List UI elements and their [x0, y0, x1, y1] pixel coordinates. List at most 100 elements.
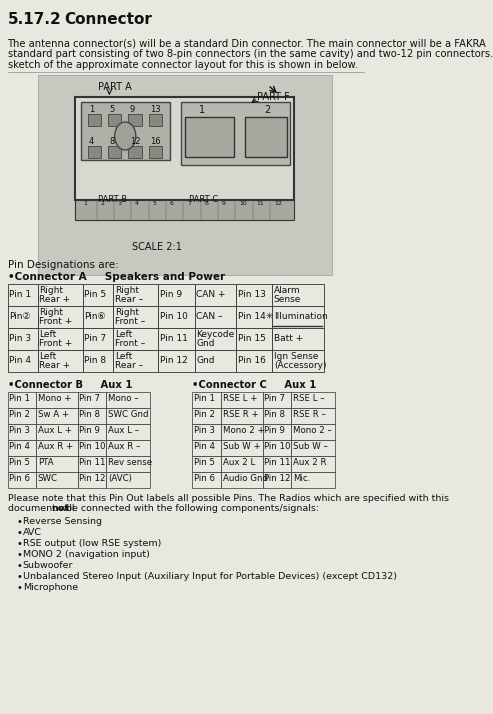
Bar: [236, 350, 272, 372]
Text: Mono 2 –: Mono 2 –: [293, 426, 332, 435]
Text: Rear +: Rear +: [39, 295, 70, 304]
Bar: [192, 440, 221, 456]
Text: Keycode: Keycode: [196, 330, 234, 339]
Bar: [192, 424, 221, 440]
Bar: [7, 306, 38, 328]
Text: (AVC): (AVC): [108, 474, 132, 483]
Text: Microphone: Microphone: [23, 583, 78, 592]
Bar: [291, 440, 335, 456]
Bar: [106, 440, 150, 456]
Text: Pin 8: Pin 8: [84, 356, 106, 365]
Text: Right: Right: [39, 286, 63, 295]
Bar: [128, 114, 142, 126]
Bar: [83, 306, 113, 328]
Text: Rear +: Rear +: [39, 361, 70, 370]
Bar: [78, 472, 106, 488]
Text: sketch of the approximate connector layout for this is shown in below.: sketch of the approximate connector layo…: [7, 60, 357, 70]
Text: •Connector B     Aux 1: •Connector B Aux 1: [7, 380, 132, 390]
Bar: [236, 306, 272, 328]
Text: 1: 1: [199, 105, 205, 115]
Text: Pin⑥: Pin⑥: [84, 312, 106, 321]
Text: 5.17.2: 5.17.2: [7, 12, 61, 27]
Text: Aux L –: Aux L –: [108, 426, 139, 435]
Text: standard part consisting of two 8-pin connectors (in the same cavity) and two-12: standard part consisting of two 8-pin co…: [7, 49, 493, 59]
Text: •: •: [17, 539, 23, 549]
Text: 9: 9: [130, 105, 135, 114]
Bar: [263, 408, 291, 424]
Bar: [245, 117, 287, 157]
Bar: [78, 440, 106, 456]
Bar: [108, 114, 121, 126]
Bar: [88, 114, 101, 126]
Text: Pin 14✳: Pin 14✳: [238, 312, 273, 321]
Bar: [106, 456, 150, 472]
Text: Left: Left: [39, 352, 57, 361]
Text: CAN +: CAN +: [196, 290, 226, 299]
Bar: [38, 350, 83, 372]
Text: Front –: Front –: [115, 339, 145, 348]
Text: Pin 9: Pin 9: [264, 426, 285, 435]
Text: MONO 2 (navigation input): MONO 2 (navigation input): [23, 550, 149, 559]
Bar: [7, 284, 38, 306]
Bar: [113, 284, 158, 306]
Text: Pin 8: Pin 8: [264, 410, 285, 419]
Text: 8: 8: [109, 137, 115, 146]
Text: 5: 5: [109, 105, 115, 114]
Bar: [192, 472, 221, 488]
Bar: [158, 284, 195, 306]
Bar: [263, 440, 291, 456]
Bar: [88, 146, 101, 158]
Text: Mono +: Mono +: [38, 394, 71, 403]
Bar: [158, 328, 195, 350]
Text: PART C: PART C: [189, 195, 218, 204]
Text: SCALE 2:1: SCALE 2:1: [132, 242, 182, 252]
Bar: [7, 424, 36, 440]
Text: 4: 4: [89, 137, 94, 146]
Bar: [158, 306, 195, 328]
Bar: [36, 408, 78, 424]
Text: Connector: Connector: [64, 12, 152, 27]
Text: be connected with the following components/signals:: be connected with the following componen…: [64, 504, 319, 513]
Text: Sw A +: Sw A +: [38, 410, 69, 419]
Text: Pin 6: Pin 6: [194, 474, 215, 483]
Text: Pin 5: Pin 5: [194, 458, 215, 467]
Bar: [75, 97, 294, 200]
Text: Pin 11: Pin 11: [264, 458, 290, 467]
Bar: [38, 75, 332, 275]
Circle shape: [115, 122, 136, 150]
Text: Mic.: Mic.: [293, 474, 310, 483]
Text: Aux 2 L: Aux 2 L: [222, 458, 255, 467]
Bar: [291, 408, 335, 424]
Text: PTA: PTA: [38, 458, 53, 467]
Text: Rear –: Rear –: [115, 361, 143, 370]
Bar: [291, 456, 335, 472]
Bar: [236, 328, 272, 350]
Text: Alarm: Alarm: [274, 286, 301, 295]
Text: 11: 11: [256, 201, 264, 206]
Bar: [36, 456, 78, 472]
Text: 16: 16: [150, 137, 161, 146]
Text: SWC Gnd: SWC Gnd: [108, 410, 148, 419]
Text: Gnd: Gnd: [196, 356, 214, 365]
Bar: [291, 424, 335, 440]
Text: Pin 1: Pin 1: [194, 394, 215, 403]
Text: •: •: [17, 583, 23, 593]
Bar: [78, 392, 106, 408]
Bar: [195, 306, 236, 328]
Bar: [113, 306, 158, 328]
Bar: [83, 350, 113, 372]
Bar: [36, 472, 78, 488]
Text: PART B: PART B: [98, 195, 127, 204]
Text: document will: document will: [7, 504, 77, 513]
Text: Right: Right: [39, 308, 63, 317]
Text: Pin 12: Pin 12: [160, 356, 188, 365]
Text: Pin 5: Pin 5: [84, 290, 106, 299]
Text: Please note that this Pin Out labels all possible Pins. The Radios which are spe: Please note that this Pin Out labels all…: [7, 494, 449, 503]
Text: (Accessory): (Accessory): [274, 361, 326, 370]
Bar: [185, 117, 234, 157]
Text: Right: Right: [115, 308, 139, 317]
Text: PART A: PART A: [98, 82, 132, 92]
Text: Reverse Sensing: Reverse Sensing: [23, 517, 102, 526]
Text: Right: Right: [115, 286, 139, 295]
Text: RSE R +: RSE R +: [222, 410, 258, 419]
